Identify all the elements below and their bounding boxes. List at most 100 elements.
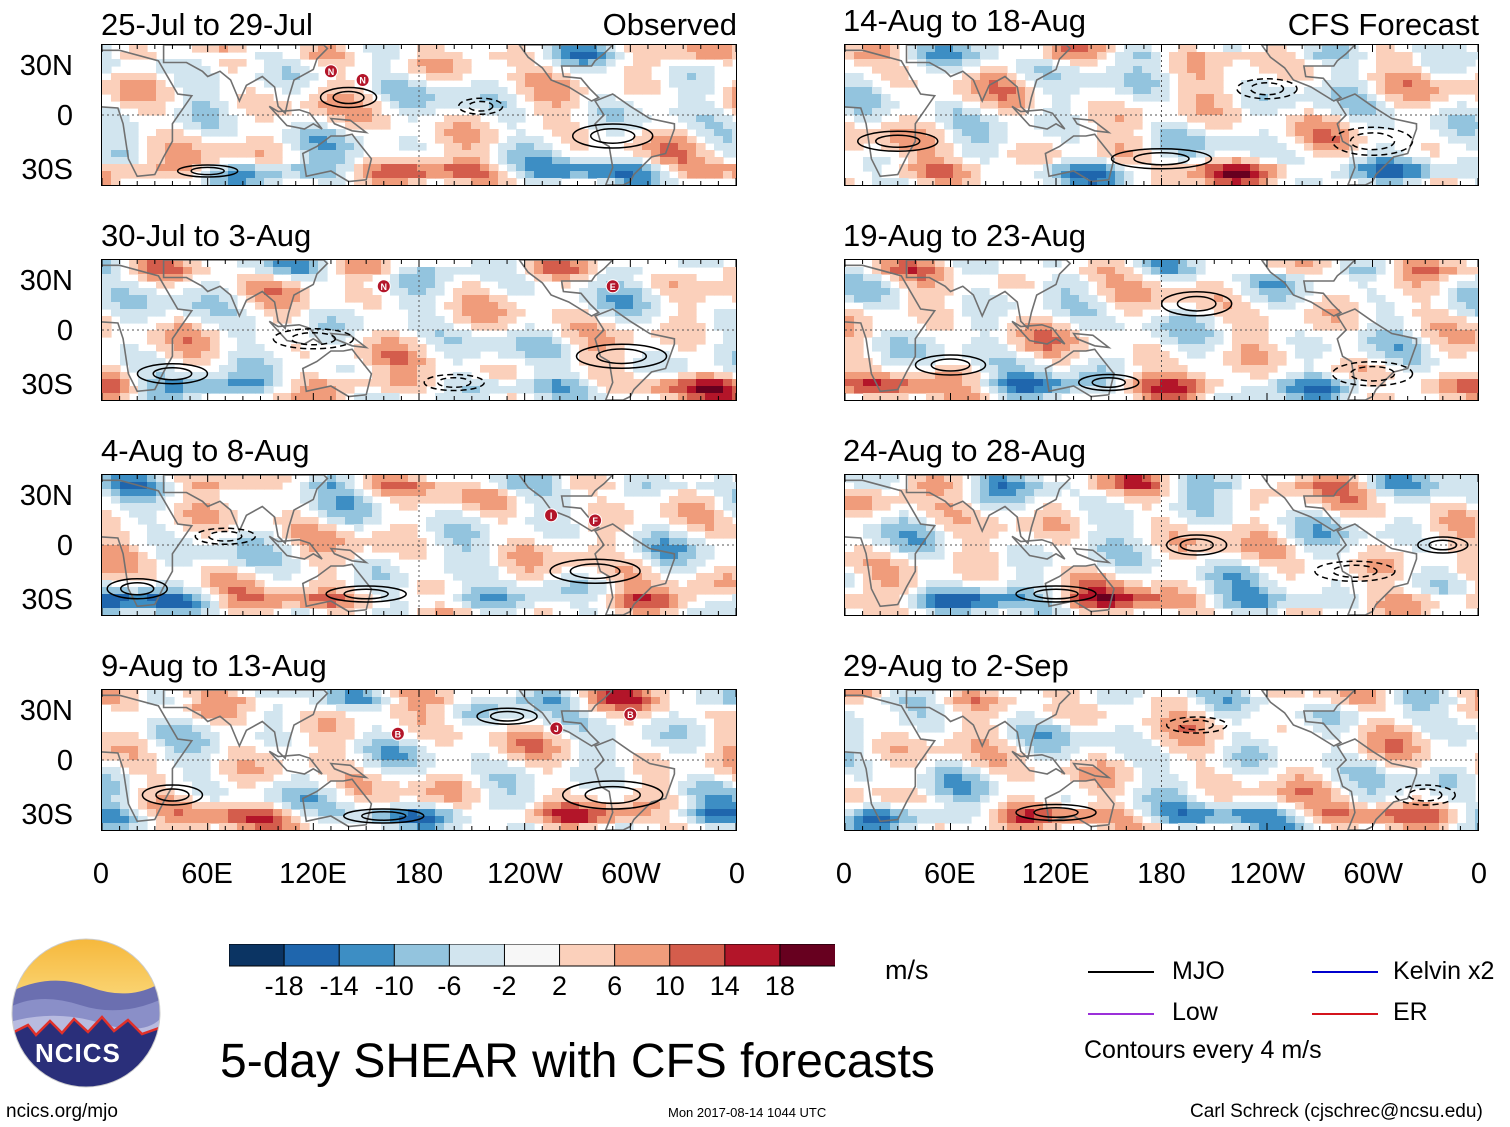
colorbar-tick-label: -10 <box>374 971 414 1001</box>
mjo-contour <box>1179 719 1214 731</box>
lat-tick-label: 30N <box>19 265 73 297</box>
lon-tick-label: 180 <box>394 858 444 890</box>
map-panel-fc-2 <box>844 259 1479 401</box>
coastline <box>268 105 323 130</box>
logo-text: NCICS <box>35 1038 121 1068</box>
panel-title-obs-2: 30-Jul to 3-Aug <box>101 218 312 253</box>
lat-tick-label: 30S <box>21 369 73 401</box>
colorbar-tick-label: 14 <box>709 971 740 1001</box>
coastline <box>1336 738 1418 830</box>
lon-tick-label: 0 <box>92 858 110 890</box>
colorbar-tick-label: 2 <box>552 971 568 1001</box>
colorbar-tick-label: -14 <box>319 971 359 1001</box>
lat-tick-label: 30S <box>21 154 73 186</box>
mjo-contour <box>343 588 389 600</box>
legend-line-er <box>1312 1013 1378 1015</box>
colorbar-tick-label: 18 <box>764 971 795 1001</box>
colorbar-swatch <box>229 944 286 967</box>
coastline <box>845 694 937 823</box>
mjo-contour <box>561 780 664 810</box>
mjo-contour <box>106 578 168 600</box>
mjo-contour <box>1349 365 1396 382</box>
mjo-contour <box>1110 148 1213 170</box>
coastline <box>301 563 373 613</box>
legend-label-er: ER <box>1393 998 1428 1026</box>
storm-marker-letter: B <box>627 710 634 720</box>
lon-tick-label: 120E <box>1021 858 1090 890</box>
storm-marker: J <box>549 721 564 736</box>
mjo-contour <box>119 582 155 596</box>
lon-tick-label: 180 <box>1137 858 1186 890</box>
coastline <box>1260 260 1357 317</box>
lon-tick-label: 120W <box>1229 858 1306 890</box>
mjo-contour <box>489 710 525 722</box>
coastline <box>162 45 329 115</box>
mjo-contour <box>1015 803 1097 822</box>
mjo-contour <box>1331 361 1414 387</box>
ncics-logo <box>11 938 161 1088</box>
colorbar-tick-label: 10 <box>654 971 685 1001</box>
mjo-contour <box>361 811 407 821</box>
lat-tick-label: 30N <box>19 50 73 82</box>
storm-marker: E <box>605 279 620 294</box>
coastline <box>518 260 614 317</box>
mjo-contour <box>467 100 494 112</box>
mjo-contour <box>930 358 971 372</box>
coastline <box>301 778 373 828</box>
storm-marker-letter: E <box>610 282 616 292</box>
lat-tick-label: 30S <box>21 799 73 831</box>
colorbar-swatch <box>614 944 671 967</box>
mjo-contour <box>1249 82 1285 96</box>
coastline <box>1260 690 1357 747</box>
coastline <box>1011 320 1066 345</box>
coastline <box>329 332 370 349</box>
mjo-contour <box>589 128 636 144</box>
mjo-contour <box>325 585 407 603</box>
mjo-contour <box>176 164 239 178</box>
mjo-contour <box>857 130 939 152</box>
coastline <box>1260 475 1357 532</box>
mjo-contour <box>1033 806 1079 819</box>
lon-tick-label: 0 <box>728 858 746 890</box>
coastline <box>845 479 937 608</box>
coastline <box>329 547 370 564</box>
site-link[interactable]: ncics.org/mjo <box>6 1101 118 1122</box>
panel-title-fc-1: 14-Aug to 18-Aug <box>843 3 1087 38</box>
mjo-contour <box>141 784 204 806</box>
coastline <box>162 260 329 330</box>
mjo-contour <box>1160 291 1233 317</box>
mjo-contour <box>457 97 504 115</box>
coastline <box>905 260 1072 330</box>
panel-title-fc-2: 19-Aug to 23-Aug <box>843 218 1087 253</box>
coastline <box>1336 93 1418 185</box>
coastline <box>329 117 370 134</box>
coastline <box>905 45 1072 115</box>
mjo-contour <box>1349 132 1396 151</box>
colorbar-swatch <box>283 944 341 967</box>
mjo-contour <box>1165 716 1228 734</box>
colorbar-swatch <box>669 944 726 967</box>
mjo-contour <box>1332 564 1378 578</box>
colorbar-tick-label: -18 <box>264 971 304 1001</box>
colorbar-swatch <box>779 944 835 967</box>
mjo-contour <box>423 373 485 392</box>
coastline <box>102 264 194 393</box>
mjo-contour <box>571 123 654 149</box>
mjo-contour <box>1417 536 1469 554</box>
mjo-contour <box>343 808 425 824</box>
legend-label-kelvin: Kelvin x2 <box>1393 957 1495 985</box>
map-panel-fc-1 <box>844 44 1479 186</box>
mjo-contour <box>290 332 337 346</box>
mjo-contour <box>319 86 378 109</box>
author-credit: Carl Schreck (cjschrec@ncsu.edu) <box>1190 1101 1483 1122</box>
lat-tick-label: 0 <box>56 745 73 777</box>
colorbar-swatch <box>338 944 396 967</box>
coastline <box>593 93 676 185</box>
storm-marker: N <box>355 73 370 87</box>
colorbar-swatch <box>448 944 506 967</box>
mjo-contour <box>194 527 257 545</box>
coastline <box>268 750 323 775</box>
